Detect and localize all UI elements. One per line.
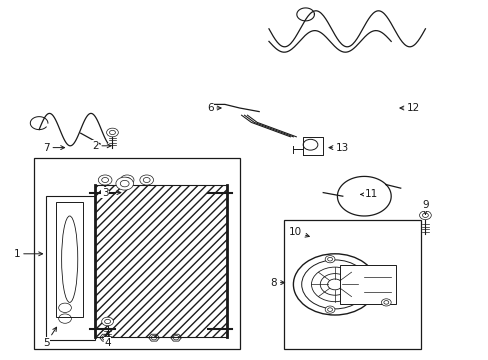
Text: 7: 7 [43,143,64,153]
Circle shape [327,308,332,311]
Circle shape [98,175,112,185]
Circle shape [123,177,130,183]
Text: 13: 13 [328,143,348,153]
Circle shape [104,319,110,324]
Bar [95,185,227,337]
Circle shape [116,177,133,190]
Circle shape [106,128,118,137]
Text: 4: 4 [104,332,111,348]
Circle shape [120,175,134,185]
Text: 11: 11 [360,189,378,199]
Bar [339,265,395,304]
Circle shape [419,211,430,220]
Circle shape [102,317,113,326]
Text: 10: 10 [289,227,308,237]
Bar [283,220,420,349]
Circle shape [325,256,334,263]
Bar [34,158,239,349]
Bar [56,202,83,317]
Circle shape [422,213,427,217]
Circle shape [327,257,332,261]
Text: 5: 5 [43,327,57,348]
Circle shape [102,177,108,183]
Bar [46,196,95,340]
Text: 1: 1 [14,249,42,259]
Text: 2: 2 [92,141,111,151]
Text: 3: 3 [102,188,121,198]
Text: 12: 12 [399,103,419,113]
Circle shape [143,177,150,183]
Text: 6: 6 [206,103,221,113]
Text: 9: 9 [421,200,428,214]
Circle shape [325,306,334,313]
Circle shape [120,180,129,187]
Circle shape [109,130,115,135]
Circle shape [383,301,388,304]
Circle shape [140,175,153,185]
Text: 8: 8 [270,278,284,288]
Circle shape [381,299,390,306]
